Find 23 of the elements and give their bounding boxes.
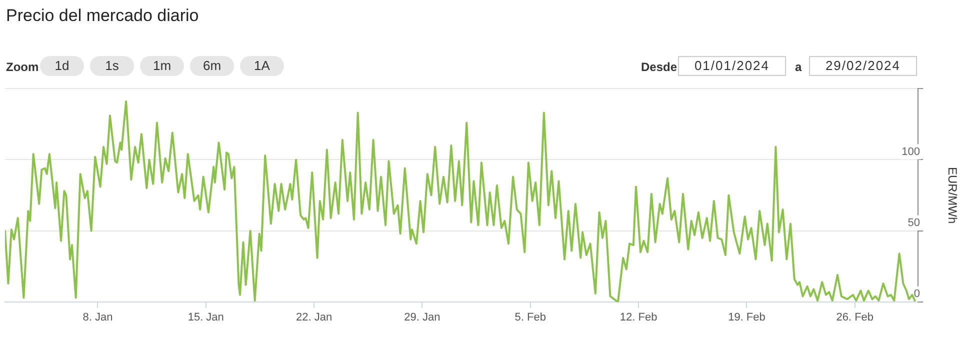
text: a — [795, 60, 802, 74]
x-tick-label: 22. Jan — [296, 312, 332, 324]
x-tick-label: 12. Feb — [620, 312, 658, 324]
date-field: 29/02/2024 — [809, 56, 917, 76]
y-tick-label: 50 — [908, 216, 920, 229]
zoom-button: 1d — [40, 56, 84, 76]
x-tick-label: 5. Feb — [514, 312, 546, 324]
y-tick-label: 100 — [902, 146, 920, 158]
y-axis-title: EUR/MWh — [945, 166, 960, 224]
date-field: 01/01/2024 — [678, 56, 786, 76]
x-tick-label: 29. Jan — [404, 312, 440, 324]
zoom-button: 1s — [90, 56, 134, 76]
y-tick-label: 0 — [914, 288, 920, 300]
x-tick-label: 19. Feb — [728, 312, 766, 324]
zoom-button: 1m — [140, 56, 184, 76]
zoom-button: 6m — [190, 56, 234, 76]
text: Zoom — [6, 60, 39, 74]
text: Desde — [641, 60, 678, 74]
x-tick-label: 15. Jan — [188, 312, 224, 324]
zoom-button: 1A — [240, 56, 284, 76]
chart-title: Precio del mercado diario — [6, 6, 199, 26]
x-tick-label: 8. Jan — [82, 312, 113, 324]
x-tick-label: 26. Feb — [836, 312, 874, 324]
